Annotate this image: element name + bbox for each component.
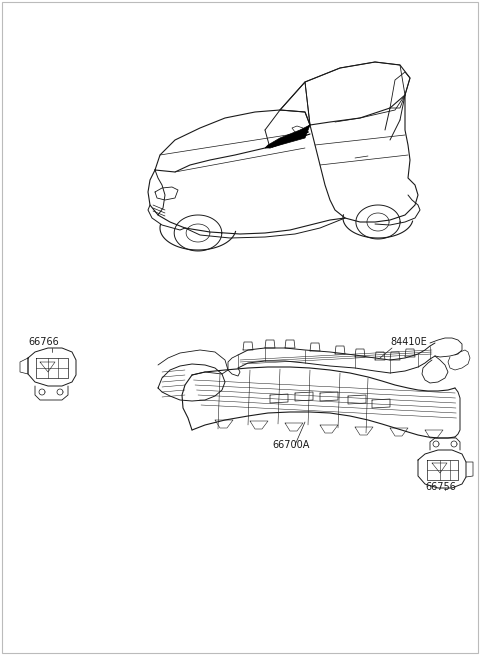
Text: 66700A: 66700A [272, 440, 310, 450]
Polygon shape [265, 125, 310, 148]
Text: 66756: 66756 [425, 482, 456, 492]
Text: 84410E: 84410E [390, 337, 427, 347]
Text: 66766: 66766 [28, 337, 59, 347]
